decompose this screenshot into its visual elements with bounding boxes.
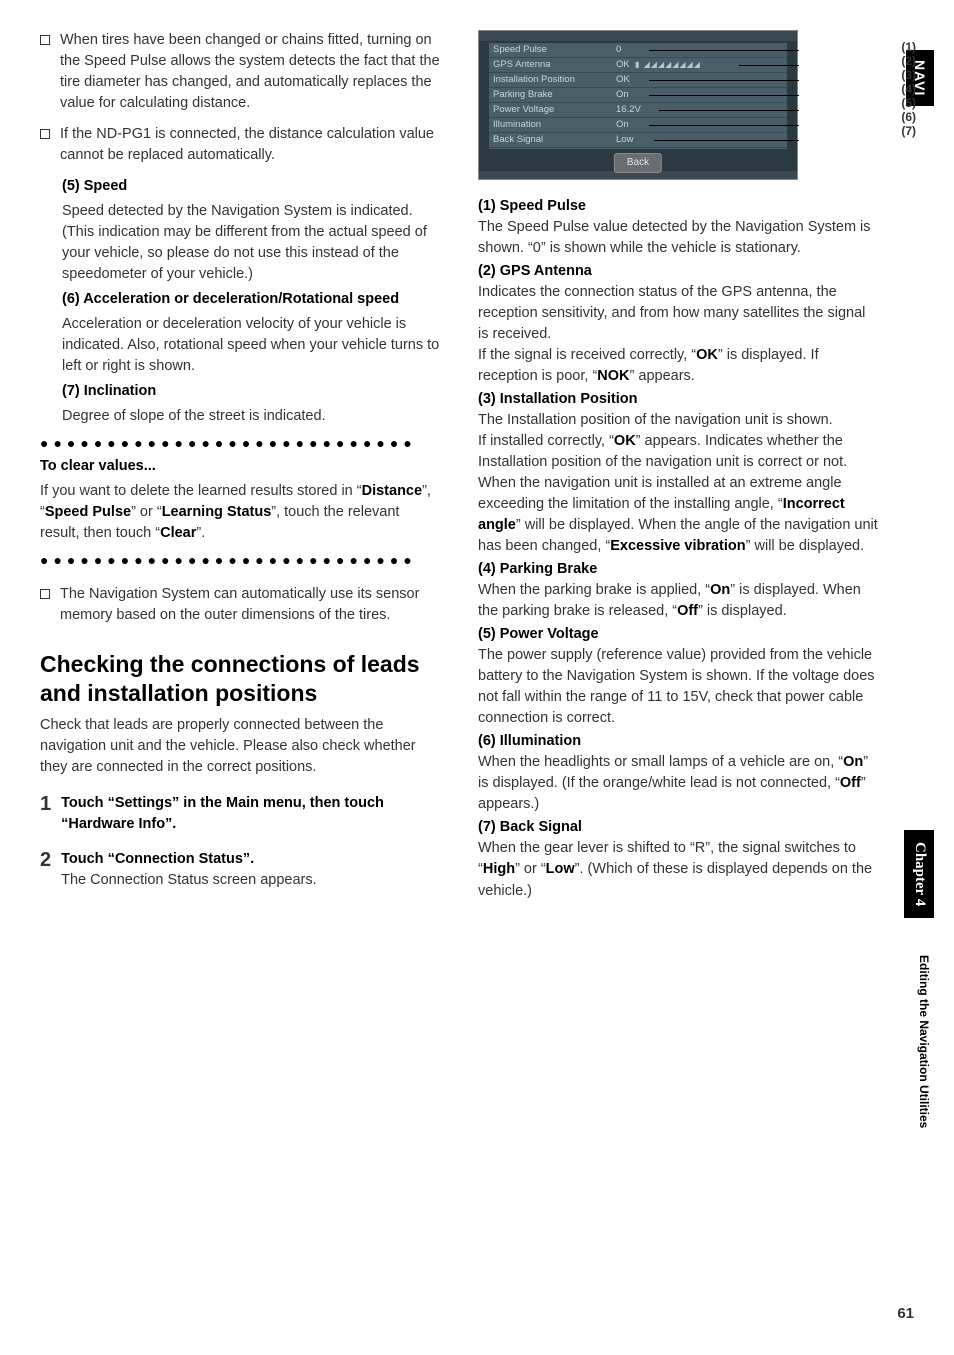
subheading-1: (1) Speed Pulse [478,196,878,217]
step-title: Touch “Connection Status”. [61,849,440,870]
paragraph: Acceleration or deceleration velocity of… [62,314,440,377]
paragraph: The Speed Pulse value detected by the Na… [478,217,878,259]
note-icon [40,589,50,599]
tab-subtitle: Editing the Navigation Utilities [915,955,932,1128]
callout-line [649,80,799,81]
callout-line [649,50,799,51]
paragraph: If the signal is received correctly, “OK… [478,345,878,387]
callout-line [649,95,799,96]
paragraph: Indicates the connection status of the G… [478,282,878,345]
callout-line [654,140,799,141]
step-title: Touch “Settings” in the Main menu, then … [61,793,440,835]
screenshot-panel: Speed Pulse0 GPS AntennaOK ▮ ◢◢◢◢◢◢◢◢ In… [489,43,787,149]
note-icon [40,129,50,139]
note-item: If the ND-PG1 is connected, the distance… [40,124,440,166]
note-text: When tires have been changed or chains f… [60,30,440,114]
note-text: If the ND-PG1 is connected, the distance… [60,124,440,166]
screenshot-wrapper: Speed Pulse0 GPS AntennaOK ▮ ◢◢◢◢◢◢◢◢ In… [478,30,878,180]
subheading-acceleration: (6) Acceleration or deceleration/Rotatio… [62,289,440,310]
paragraph: When the gear lever is shifted to “R”, t… [478,838,878,901]
tip-heading: To clear values... [40,456,440,477]
tip-paragraph: If you want to delete the learned result… [40,481,440,544]
right-column: Speed Pulse0 GPS AntennaOK ▮ ◢◢◢◢◢◢◢◢ In… [478,30,878,902]
divider-dots: ●●●●●●●●●●●●●●●●●●●●●●●●●●●● [40,550,440,570]
divider-dots: ●●●●●●●●●●●●●●●●●●●●●●●●●●●● [40,433,440,453]
step-number: 1 [40,793,51,835]
callout-line [659,110,799,111]
step-text: The Connection Status screen appears. [61,870,440,891]
subheading-7: (7) Back Signal [478,817,878,838]
tab-chapter: Chapter 4 [904,830,934,918]
paragraph: Degree of slope of the street is indicat… [62,406,440,427]
connection-status-screenshot: Speed Pulse0 GPS AntennaOK ▮ ◢◢◢◢◢◢◢◢ In… [478,30,798,180]
subheading-6: (6) Illumination [478,731,878,752]
note-item: The Navigation System can automatically … [40,584,440,626]
subheading-5: (5) Power Voltage [478,624,878,645]
paragraph: When the parking brake is applied, “On” … [478,580,878,622]
section-heading: Checking the connections of leads and in… [40,650,440,708]
subheading-3: (3) Installation Position [478,389,878,410]
section-intro: Check that leads are properly connected … [40,715,440,778]
callout-labels: (1) (2) (3) (4) (5) (6) (7) [901,40,916,138]
paragraph: The power supply (reference value) provi… [478,645,878,729]
page-number: 61 [897,1303,914,1325]
note-item: When tires have been changed or chains f… [40,30,440,114]
step-1: 1 Touch “Settings” in the Main menu, the… [40,793,440,835]
subheading-2: (2) GPS Antenna [478,261,878,282]
back-button[interactable]: Back [614,153,662,174]
step-number: 2 [40,849,51,891]
note-icon [40,35,50,45]
note-text: The Navigation System can automatically … [60,584,440,626]
paragraph: Speed detected by the Navigation System … [62,201,440,285]
subheading-inclination: (7) Inclination [62,381,440,402]
left-column: When tires have been changed or chains f… [40,30,440,902]
paragraph: The Installation position of the navigat… [478,410,878,431]
step-2: 2 Touch “Connection Status”. The Connect… [40,849,440,891]
satellite-icons: ▮ ◢◢◢◢◢◢◢◢ [635,60,701,69]
callout-line [649,125,799,126]
callout-line [739,65,799,66]
paragraph: When the headlights or small lamps of a … [478,752,878,815]
paragraph: If installed correctly, “OK” appears. In… [478,431,878,557]
subheading-4: (4) Parking Brake [478,559,878,580]
subheading-speed: (5) Speed [62,176,440,197]
